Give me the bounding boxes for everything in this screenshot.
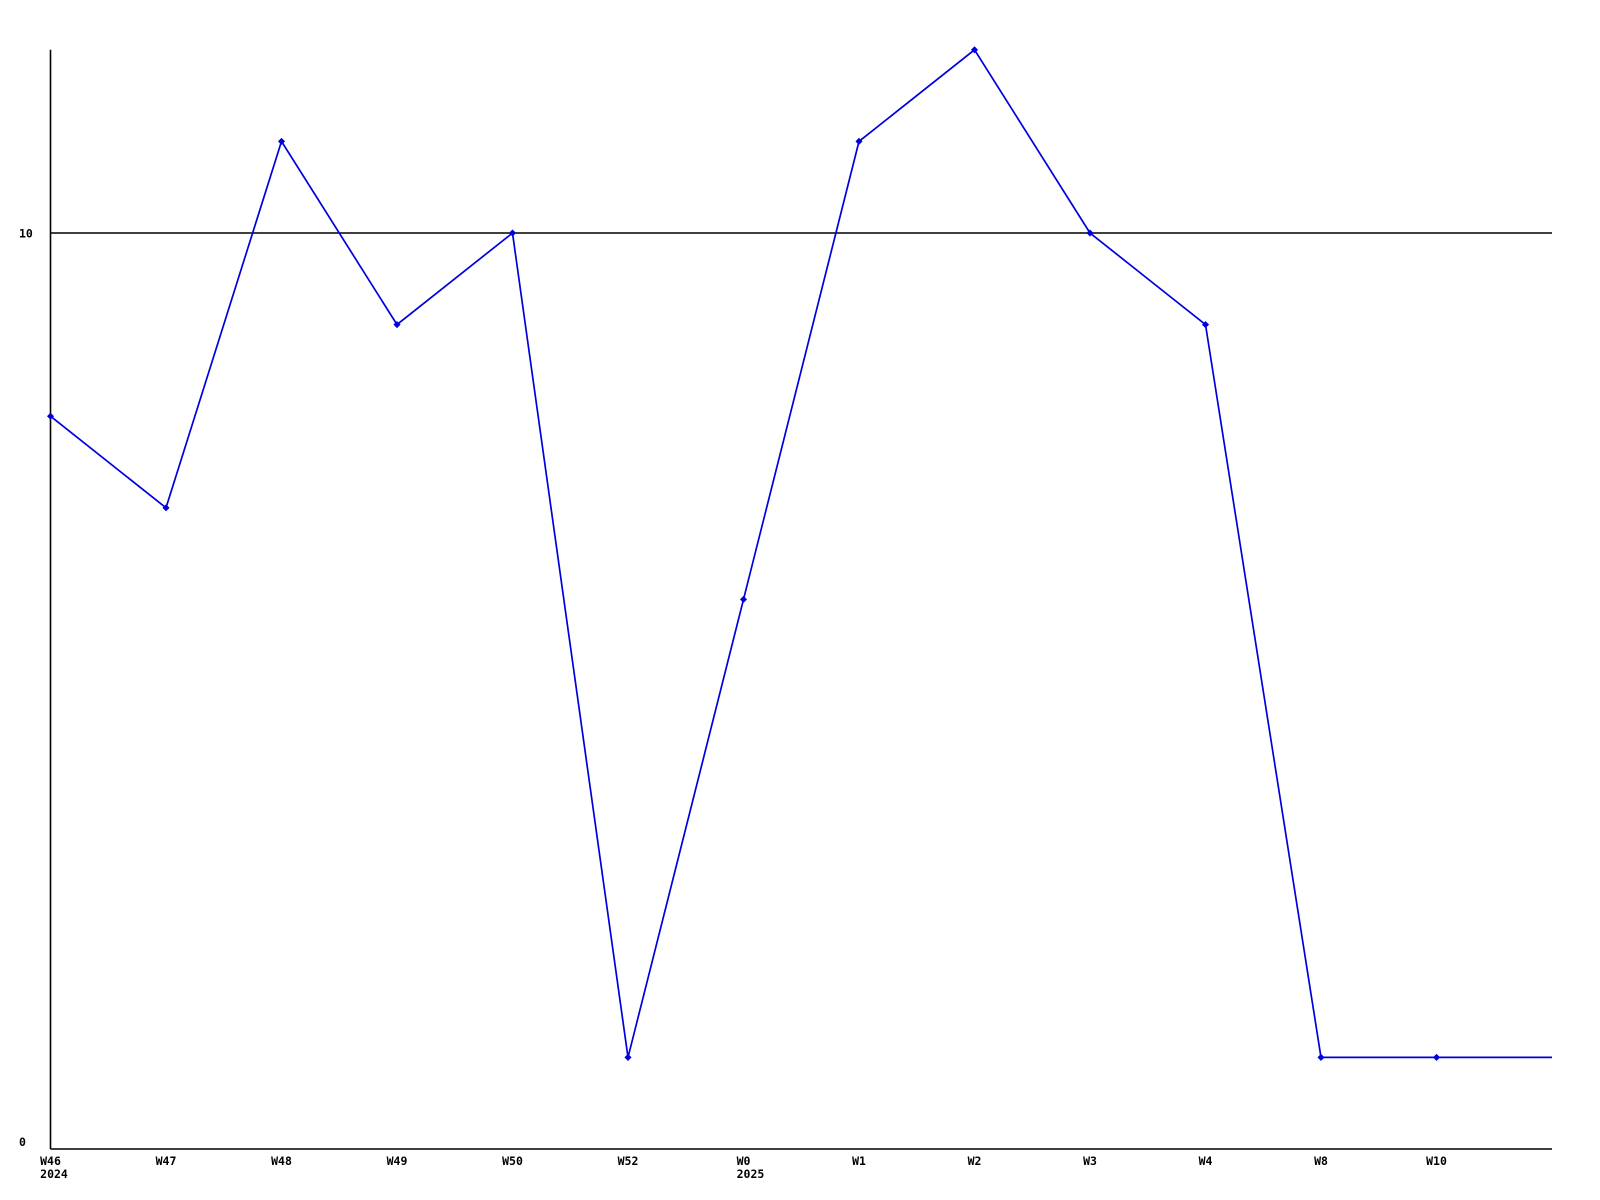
x-tick-label: W8: [1314, 1154, 1328, 1168]
x-tick-label: W49: [387, 1154, 408, 1168]
data-point-marker: [508, 229, 517, 237]
x-tick-label: W50: [502, 1154, 523, 1168]
x-tick-label: W48: [271, 1154, 292, 1168]
data-point-marker: [855, 137, 863, 146]
data-point-marker: [162, 504, 170, 512]
data-series-line: [49, 48, 1552, 1059]
x-tick-label: W46: [40, 1154, 61, 1168]
x-tick-label: W47: [156, 1154, 177, 1168]
x-tick-label: W0: [737, 1154, 751, 1168]
data-point-marker: [739, 595, 748, 604]
data-point-marker: [970, 46, 979, 54]
data-point-marker: [1317, 1053, 1325, 1062]
year-annotation-label: 2025: [737, 1167, 765, 1181]
x-tick-label: W1: [852, 1154, 866, 1168]
data-point-marker: [46, 412, 55, 420]
x-tick-label: W52: [618, 1154, 639, 1168]
y-tick-label: 0: [19, 1135, 26, 1149]
year-annotation-label: 2024: [40, 1167, 68, 1181]
y-tick-label: 10: [19, 227, 33, 241]
data-point-marker: [393, 320, 401, 329]
x-tick-label: W4: [1199, 1154, 1213, 1168]
x-tick-label: W10: [1426, 1154, 1447, 1168]
x-tick-label: W2: [968, 1154, 982, 1168]
data-point-marker: [624, 1053, 632, 1062]
data-point-marker: [277, 137, 286, 146]
x-tick-label: W3: [1083, 1154, 1097, 1168]
data-point-marker: [1201, 320, 1210, 329]
data-point-marker: [1432, 1053, 1441, 1062]
data-point-marker: [1086, 229, 1094, 237]
